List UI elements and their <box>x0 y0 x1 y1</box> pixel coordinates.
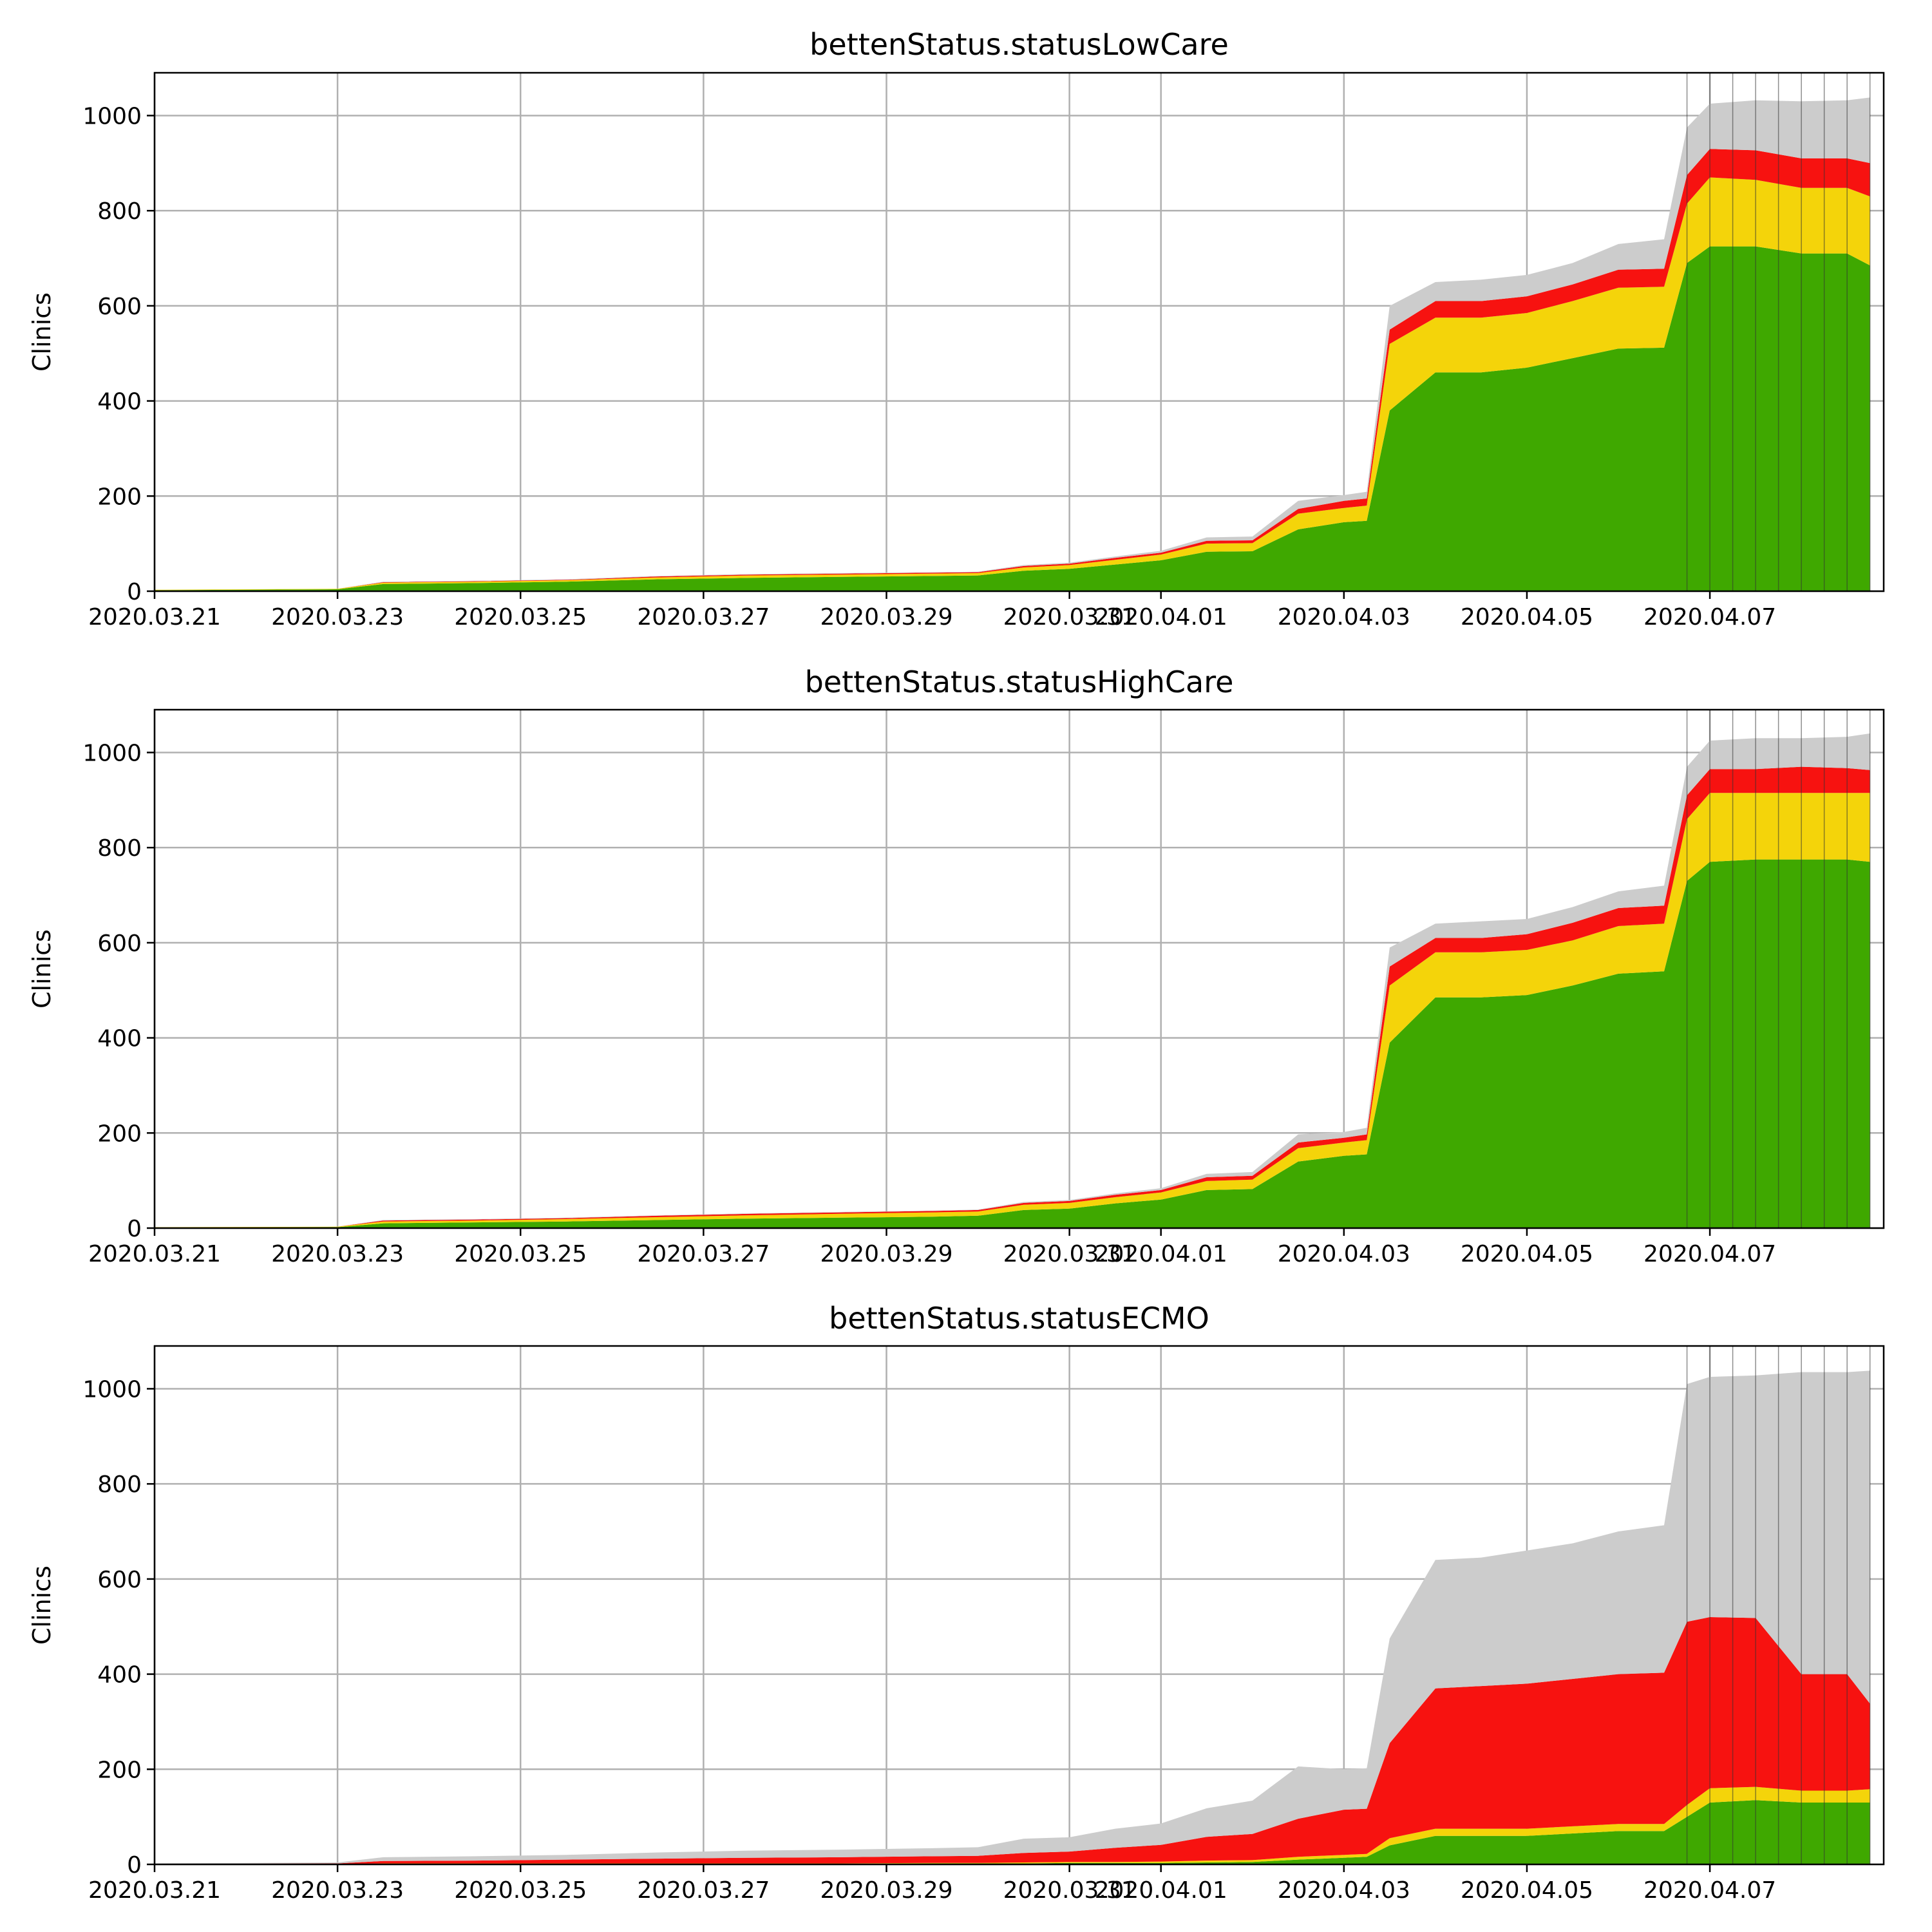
y-tick-label: 800 <box>97 1472 142 1498</box>
x-tick-label: 2020.04.01 <box>1095 1241 1227 1267</box>
x-tick-label: 2020.04.03 <box>1278 1877 1410 1904</box>
area-series-green <box>155 246 1870 592</box>
y-tick-label: 400 <box>97 1662 142 1689</box>
y-tick-label: 400 <box>97 1026 142 1052</box>
x-tick-label: 2020.03.21 <box>88 1877 221 1904</box>
x-tick-label: 2020.04.03 <box>1278 604 1410 630</box>
axes-frame <box>153 1345 1885 1866</box>
y-tick-label: 200 <box>97 1757 142 1783</box>
area-series-gray <box>155 1370 1870 1864</box>
x-tick-label: 2020.03.25 <box>454 1241 587 1267</box>
y-tick-label: 1000 <box>82 740 142 766</box>
area-series-red <box>155 1617 1870 1864</box>
chart-title: bettenStatus.statusECMO <box>829 1301 1209 1336</box>
chart-title: bettenStatus.statusHighCare <box>805 665 1234 699</box>
y-axis-label: Clinics <box>28 292 56 372</box>
x-tick-label: 2020.04.05 <box>1461 1877 1593 1904</box>
area-series-green <box>155 859 1870 1228</box>
y-tick-label: 0 <box>127 579 142 605</box>
y-tick-label: 1000 <box>82 1376 142 1403</box>
area-series-green <box>155 1800 1870 1864</box>
chart-panel-2: 2020.03.21 2020.03.23 2020.03.25 2020.03.27… <box>28 665 1885 1267</box>
x-tick-label: 2020.04.07 <box>1643 1877 1776 1904</box>
x-tick-label: 2020.04.01 <box>1095 604 1227 630</box>
chart-title: bettenStatus.statusLowCare <box>810 27 1229 62</box>
y-tick-label: 600 <box>97 294 142 320</box>
y-axis-label: Clinics <box>28 1566 56 1645</box>
x-tick-label: 2020.03.29 <box>820 1241 952 1267</box>
x-tick-label: 2020.04.07 <box>1643 1241 1776 1267</box>
x-tick-label: 2020.03.27 <box>637 1241 770 1267</box>
y-tick-label: 0 <box>127 1216 142 1242</box>
x-tick-label: 2020.03.31 <box>1003 1241 1136 1267</box>
chart-panel-1: 2020.03.21 2020.03.23 2020.03.25 2020.03.27… <box>28 27 1885 630</box>
y-tick-label: 200 <box>97 484 142 510</box>
y-tick-label: 600 <box>97 1567 142 1593</box>
x-tick-label: 2020.03.25 <box>454 604 587 630</box>
x-tick-label: 2020.04.03 <box>1278 1241 1410 1267</box>
axes-frame <box>153 708 1885 1229</box>
y-tick-label: 600 <box>97 931 142 957</box>
area-series-gray <box>155 97 1870 590</box>
chart-panel-3: 2020.03.21 2020.03.23 2020.03.25 2020.03.27… <box>28 1301 1885 1904</box>
y-tick-label: 400 <box>97 389 142 415</box>
x-tick-label: 2020.04.07 <box>1643 604 1776 630</box>
x-tick-label: 2020.03.29 <box>820 604 952 630</box>
x-tick-label: 2020.04.05 <box>1461 1241 1593 1267</box>
y-tick-label: 800 <box>97 835 142 862</box>
x-tick-label: 2020.03.27 <box>637 604 770 630</box>
y-tick-label: 800 <box>97 198 142 225</box>
x-tick-label: 2020.04.05 <box>1461 604 1593 630</box>
y-tick-label: 1000 <box>82 103 142 129</box>
x-tick-label: 2020.03.23 <box>271 1877 404 1904</box>
x-tick-label: 2020.03.23 <box>271 604 404 630</box>
y-tick-label: 0 <box>127 1852 142 1879</box>
x-tick-label: 2020.03.21 <box>88 1241 221 1267</box>
y-tick-label: 200 <box>97 1121 142 1147</box>
x-tick-label: 2020.03.27 <box>637 1877 770 1904</box>
x-tick-label: 2020.03.31 <box>1003 604 1136 630</box>
x-tick-label: 2020.03.23 <box>271 1241 404 1267</box>
axes-frame <box>153 71 1885 592</box>
area-series-yellow <box>155 177 1870 591</box>
area-series-yellow <box>155 793 1870 1228</box>
x-tick-label: 2020.04.01 <box>1095 1877 1227 1904</box>
y-axis-label: Clinics <box>28 929 56 1009</box>
x-tick-label: 2020.03.25 <box>454 1877 587 1904</box>
x-tick-label: 2020.03.29 <box>820 1877 952 1904</box>
x-tick-label: 2020.03.31 <box>1003 1877 1136 1904</box>
x-tick-label: 2020.03.21 <box>88 604 221 630</box>
